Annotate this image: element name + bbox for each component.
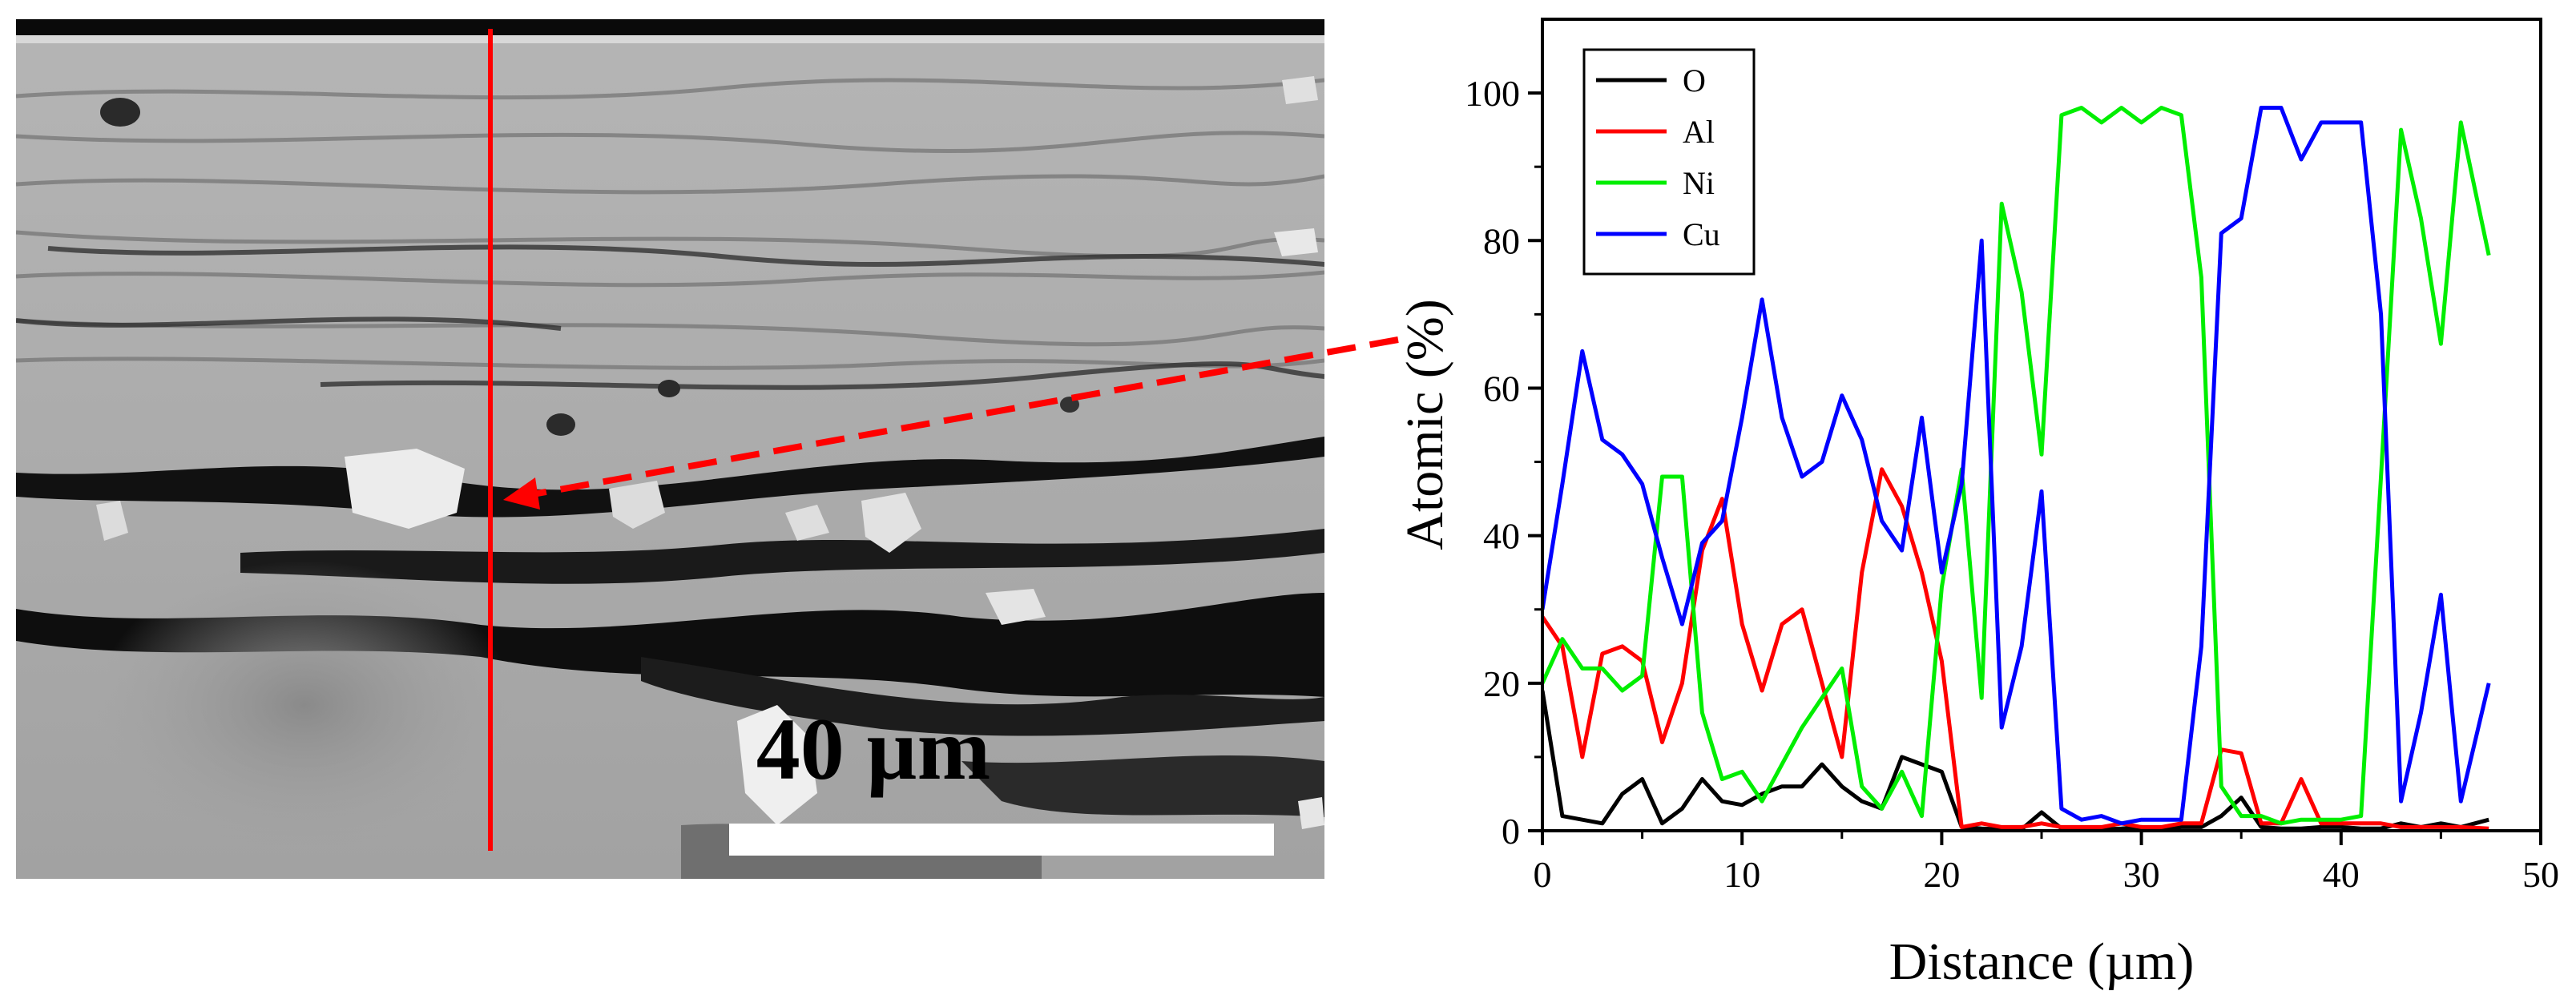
x-tick-label: 50 bbox=[2522, 854, 2559, 895]
x-tick-label: 10 bbox=[1723, 854, 1760, 895]
legend-label-o: O bbox=[1683, 62, 1706, 99]
sem-micrograph bbox=[16, 19, 1324, 879]
x-tick-label: 0 bbox=[1534, 854, 1552, 895]
legend-box bbox=[1582, 48, 1756, 276]
y-tick-label: 40 bbox=[1483, 516, 1520, 557]
y-tick-label: 0 bbox=[1502, 811, 1520, 852]
x-axis-title: Distance (µm) bbox=[1889, 933, 2195, 991]
series-line-ni bbox=[1542, 106, 2491, 826]
y-tick-label: 80 bbox=[1483, 220, 1520, 261]
legend-label-ni: Ni bbox=[1683, 165, 1715, 201]
x-tick-label: 20 bbox=[1923, 854, 1960, 895]
y-axis-title: Atomic (%) bbox=[1396, 299, 1454, 550]
correlation-arrow bbox=[503, 336, 1399, 510]
line-scan-chart: 0 10 20 30 40 50 0 20 40 60 80 100 Distance (µm) A… bbox=[1396, 18, 2559, 991]
y-tick-label: 20 bbox=[1483, 663, 1520, 704]
x-tick-label: 40 bbox=[2323, 854, 2360, 895]
legend-label-cu: Cu bbox=[1683, 216, 1720, 252]
y-tick-label: 100 bbox=[1465, 73, 1520, 114]
x-tick-label: 30 bbox=[2123, 854, 2160, 895]
series-line-cu bbox=[1542, 106, 2491, 826]
scale-bar bbox=[729, 824, 1274, 856]
legend-label-al: Al bbox=[1683, 114, 1715, 150]
y-tick-label: 60 bbox=[1483, 368, 1520, 409]
series-line-o bbox=[1542, 690, 2489, 831]
legend: O Al Ni Cu bbox=[1582, 48, 1756, 276]
series-line-al bbox=[1542, 467, 2489, 831]
scale-bar-label: 40 µm bbox=[756, 700, 991, 798]
